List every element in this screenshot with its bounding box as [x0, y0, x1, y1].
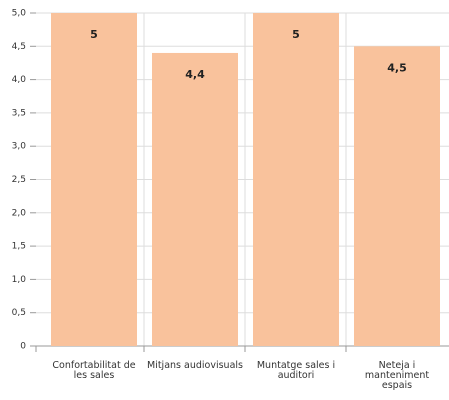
bar [354, 46, 440, 347]
y-tick-label: 2,5 [12, 175, 26, 185]
x-tick-label: Muntatge sales i auditori [256, 360, 336, 381]
y-tick-label: 4,0 [12, 75, 27, 85]
value-label: 4,4 [185, 68, 205, 81]
bar [253, 13, 339, 346]
value-label: 5 [90, 28, 98, 41]
y-tick-label: 3,5 [12, 108, 26, 118]
x-tick-label: Mitjans audiovisuals [147, 360, 243, 371]
y-tick-label: 1,0 [12, 275, 27, 285]
value-label: 5 [292, 28, 300, 41]
x-tick-label: Neteja i manteniment espais [364, 360, 430, 391]
y-tick-label: 1,5 [12, 242, 26, 252]
y-tick-label: 4,5 [12, 42, 26, 52]
y-tick-label: 3,0 [12, 142, 27, 152]
y-tick-label: 5,0 [12, 9, 27, 19]
y-tick-label: 2,0 [12, 208, 27, 218]
y-tick-label: 0 [20, 342, 26, 352]
bar [51, 13, 137, 346]
bar [152, 52, 238, 347]
value-label: 4,5 [387, 61, 407, 74]
x-tick-label: Confortabilitat de les sales [52, 360, 136, 381]
y-tick-label: 0,5 [12, 308, 26, 318]
